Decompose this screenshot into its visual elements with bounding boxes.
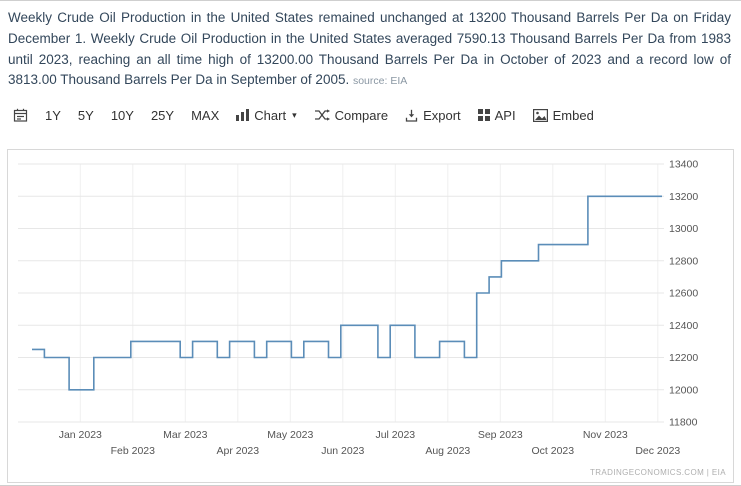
chart-type-label: Chart [254, 107, 287, 123]
compare-icon [314, 109, 330, 121]
y-tick-label: 12200 [669, 352, 698, 364]
x-tick-label: Nov 2023 [583, 429, 628, 441]
range-max-button[interactable]: MAX [191, 107, 220, 123]
production-step-chart[interactable]: 13400 13200 13000 12800 12600 12400 12200 12000… [8, 150, 733, 476]
y-tick-label: 12600 [669, 288, 698, 300]
x-tick-label: Feb 2023 [111, 445, 156, 457]
chart-toolbar: 1Y 5Y 10Y 25Y MAX Chart ▾ Compare [0, 91, 741, 128]
range-25y-button[interactable]: 25Y [150, 107, 175, 123]
calendar-icon [13, 108, 28, 122]
image-icon [532, 108, 548, 122]
summary-paragraph: Weekly Crude Oil Production in the Unite… [0, 1, 741, 91]
x-tick-label: Sep 2023 [478, 429, 523, 441]
x-tick-label: Aug 2023 [425, 445, 470, 457]
embed-label: Embed [552, 107, 594, 123]
export-label: Export [423, 107, 461, 123]
download-icon [405, 109, 418, 122]
x-tick-label: Jan 2023 [59, 429, 102, 441]
x-tick-label: Oct 2023 [531, 445, 574, 457]
embed-button[interactable]: Embed [532, 107, 594, 123]
x-tick-label: May 2023 [267, 429, 313, 441]
chevron-down-icon: ▾ [292, 109, 297, 120]
bar-chart-icon [236, 109, 250, 122]
calendar-button[interactable] [13, 108, 28, 122]
series-line [32, 195, 662, 391]
api-button[interactable]: API [477, 107, 516, 123]
x-tick-label: Apr 2023 [216, 445, 259, 457]
chart-panel: 13400 13200 13000 12800 12600 12400 12200 12000… [7, 149, 734, 484]
summary-text: Weekly Crude Oil Production in the Unite… [8, 10, 731, 88]
y-tick-label: 13000 [669, 223, 698, 235]
compare-label: Compare [334, 107, 389, 123]
x-tick-label: Dec 2023 [635, 445, 680, 457]
y-tick-label: 12400 [669, 320, 698, 332]
x-tick-label: Mar 2023 [163, 429, 208, 441]
chart-type-button[interactable]: Chart ▾ [236, 107, 297, 123]
x-tick-label: Jul 2023 [375, 429, 415, 441]
y-tick-label: 11800 [669, 417, 698, 429]
api-label: API [494, 107, 516, 123]
attribution: TRADINGECONOMICS.COM | EIA [589, 468, 726, 478]
grid-icon [477, 109, 490, 122]
range-1y-button[interactable]: 1Y [45, 107, 61, 123]
y-tick-label: 12800 [669, 255, 698, 267]
export-button[interactable]: Export [405, 108, 461, 123]
y-tick-label: 13200 [669, 191, 698, 203]
x-tick-label: Jun 2023 [321, 445, 364, 457]
range-10y-button[interactable]: 10Y [110, 107, 134, 123]
y-tick-label: 12000 [669, 384, 698, 396]
range-5y-button[interactable]: 5Y [77, 107, 94, 123]
compare-button[interactable]: Compare [314, 108, 388, 123]
source-label: source: EIA [352, 75, 408, 88]
y-tick-label: 13400 [669, 159, 698, 171]
